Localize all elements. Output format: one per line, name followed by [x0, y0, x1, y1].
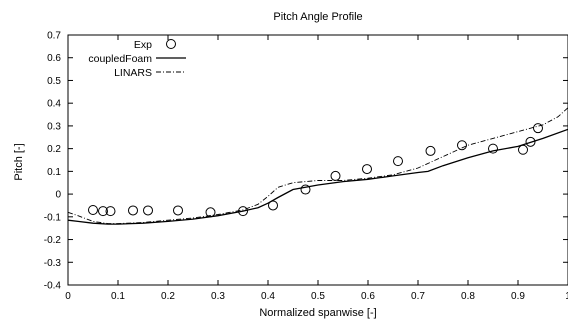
- series-line-coupledfoam: [67, 128, 568, 225]
- exp-data-point: [98, 206, 108, 217]
- exp-data-point: [533, 123, 543, 134]
- y-tick-label: 0.6: [47, 53, 61, 64]
- exp-data-point: [173, 205, 183, 216]
- series-line-linars: [67, 107, 568, 225]
- legend-label: LINARS: [114, 67, 152, 79]
- y-tick-label: 0.2: [47, 144, 61, 155]
- y-tick-label: -0.2: [44, 235, 62, 246]
- exp-data-point: [457, 140, 467, 151]
- x-tick-label: 0.2: [161, 291, 175, 302]
- x-tick-label: 1: [565, 291, 568, 302]
- chart-title: Pitch Angle Profile: [273, 11, 362, 23]
- y-tick-label: 0.4: [47, 99, 61, 110]
- exp-data-point: [88, 205, 98, 215]
- x-tick-label: 0.6: [361, 291, 375, 302]
- legend-label: coupledFoam: [88, 53, 152, 65]
- exp-data-point: [300, 184, 311, 195]
- y-tick-label: 0.1: [47, 167, 61, 178]
- exp-data-point: [525, 136, 536, 147]
- y-tick-label: -0.4: [44, 281, 62, 292]
- legend-marker-circle: [166, 39, 176, 49]
- exp-data-point: [143, 205, 153, 216]
- series-layer: [67, 107, 568, 225]
- exp-data-point: [362, 164, 372, 175]
- y-tick-label: 0.5: [47, 76, 61, 87]
- y-tick-label: -0.3: [44, 258, 62, 269]
- y-axis-title: Pitch [-]: [13, 143, 25, 180]
- x-tick-label: 0.3: [211, 291, 225, 302]
- x-tick-label: 0: [65, 291, 71, 302]
- y-tick-label: -0.1: [44, 212, 62, 223]
- x-axis-title: Normalized spanwise [-]: [259, 307, 376, 319]
- y-tick-label: 0.7: [47, 31, 61, 42]
- exp-data-point: [330, 170, 341, 181]
- exp-data-point: [393, 156, 403, 167]
- exp-data-point: [488, 143, 498, 154]
- x-tick-label: 0.5: [311, 291, 325, 302]
- y-tick-label: 0.3: [47, 121, 61, 132]
- x-tick-label: 0.8: [461, 291, 475, 302]
- x-tick-label: 0.1: [111, 291, 125, 302]
- ticks-layer: 0 0.1 0.2 0.3 0.4 0.5 0.6 0.7 0.8 0.9 1 -0.4 -0.3 -0.…: [44, 31, 568, 302]
- exp-data-point: [425, 145, 436, 156]
- x-tick-label: 0.7: [411, 291, 425, 302]
- legend-label: Exp: [134, 39, 152, 51]
- x-tick-label: 0.9: [511, 291, 525, 302]
- x-tick-label: 0.4: [261, 291, 275, 302]
- exp-data-point: [128, 205, 138, 216]
- y-tick-label: 0: [55, 190, 61, 201]
- exp-data-point: [518, 144, 528, 155]
- exp-data-point: [105, 206, 116, 217]
- legend: Exp coupledFoam LINARS: [88, 39, 186, 79]
